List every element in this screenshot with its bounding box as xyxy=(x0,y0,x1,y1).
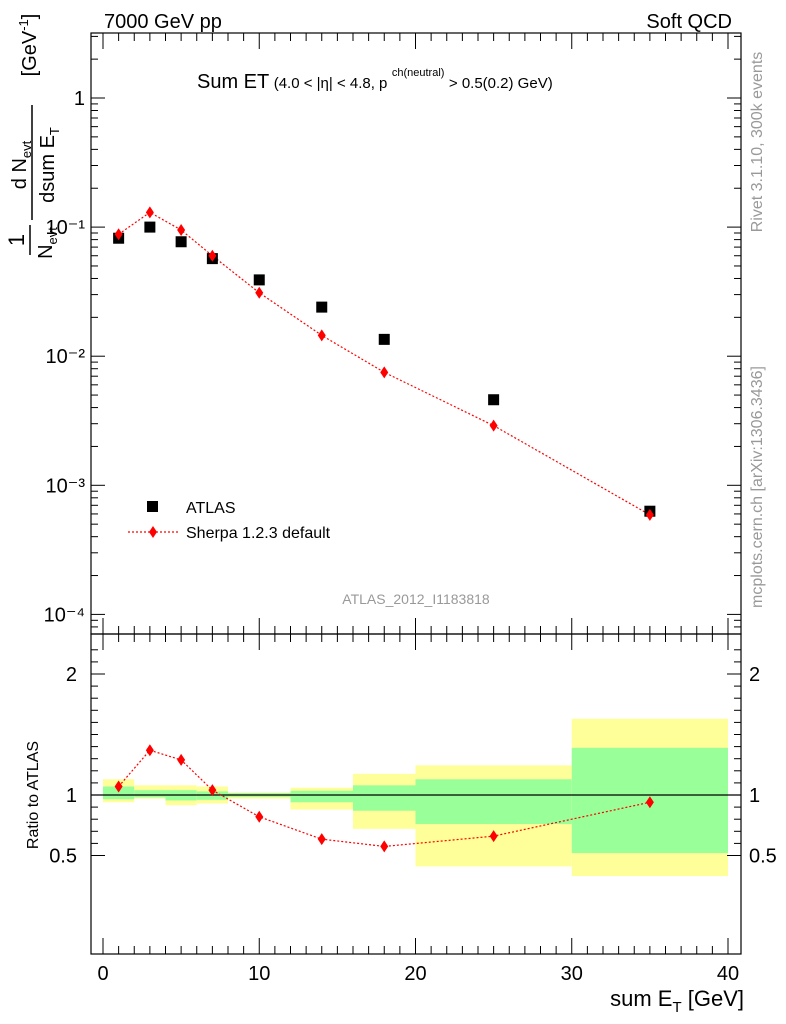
svg-text:1: 1 xyxy=(4,234,29,246)
band-inner xyxy=(103,786,135,800)
legend: ATLAS Sherpa 1.2.3 default xyxy=(128,500,331,542)
svg-text:dsum ET: dsum ET xyxy=(37,127,62,203)
svg-text:d Nevt: d Nevt xyxy=(9,140,34,189)
main-y-tick-label: 10⁻⁴ xyxy=(44,604,85,626)
ratio-y-tick-label: 0.5 xyxy=(749,846,777,868)
main-y-tick-label: 10⁻¹ xyxy=(46,217,86,239)
ratio-y-tick-label: 2 xyxy=(66,664,77,686)
x-tick-label: 10 xyxy=(248,963,270,985)
ratio-y-tick-label: 2 xyxy=(749,664,760,686)
ratio-sherpa-point xyxy=(145,744,154,757)
atlas-point xyxy=(488,394,500,406)
ratio-sherpa-point xyxy=(380,840,389,853)
sherpa-point xyxy=(489,419,498,432)
plot-title-cond-a: (4.0 < |η| < 4.8, p xyxy=(274,75,388,92)
main-y-tick-label: 10⁻² xyxy=(46,346,86,368)
header-right: Soft QCD xyxy=(646,11,732,33)
band-inner xyxy=(353,785,416,811)
band-inner xyxy=(134,790,166,798)
x-axis-label: sum ET [GeV] xyxy=(610,986,744,1016)
ratio-y-tick-label: 1 xyxy=(749,785,760,807)
analysis-id: ATLAS_2012_I1183818 xyxy=(342,591,490,607)
sherpa-point xyxy=(255,286,264,299)
atlas-point xyxy=(378,333,390,345)
main-frame xyxy=(90,32,742,635)
sherpa-point xyxy=(145,206,154,219)
x-tick-label: 40 xyxy=(717,963,739,985)
legend-sherpa-label: Sherpa 1.2.3 default xyxy=(186,525,331,542)
ratio-sherpa-line xyxy=(118,749,651,848)
ratio-sherpa-point xyxy=(208,784,217,797)
x-tick-label: 30 xyxy=(561,963,583,985)
ratio-sherpa-point xyxy=(489,830,498,843)
rivet-label: Rivet 3.1.10, 300k events xyxy=(749,52,766,233)
ratio-y-tick-label: 0.5 xyxy=(49,846,77,868)
plot-title-cond-sup: ch(neutral) xyxy=(392,67,445,79)
sherpa-point xyxy=(177,223,186,236)
legend-atlas-marker xyxy=(147,501,158,512)
x-tick-label: 0 xyxy=(97,963,108,985)
sherpa-point xyxy=(114,228,123,241)
sherpa-line xyxy=(118,211,651,516)
x-tick-label: 20 xyxy=(404,963,426,985)
ratio-sherpa-point xyxy=(645,796,654,809)
legend-atlas-label: ATLAS xyxy=(186,500,236,517)
band-inner xyxy=(415,779,572,825)
legend-sherpa-marker xyxy=(149,526,157,538)
main-y-tick-label: 1 xyxy=(74,88,85,110)
ratio-sherpa-point xyxy=(255,810,264,823)
chart-marks: 10⁻⁴10⁻³10⁻²10⁻¹10 10 20 30 400.5 0.51 12 2 xyxy=(44,32,777,985)
ratio-bands xyxy=(103,718,728,877)
svg-text:[GeV-1]: [GeV-1] xyxy=(16,14,41,77)
header-left: 7000 GeV pp xyxy=(104,11,222,33)
ratio-y-axis-label: Ratio to ATLAS xyxy=(25,741,42,849)
ratio-sherpa-point xyxy=(177,753,186,766)
sherpa-point xyxy=(317,329,326,342)
atlas-point xyxy=(175,236,187,248)
mcplots-label: mcplots.cern.ch [arXiv:1306.3436] xyxy=(749,366,766,608)
plot-title-main: Sum ET xyxy=(197,71,269,93)
band-inner xyxy=(290,790,353,803)
ratio-sherpa-point xyxy=(114,780,123,793)
ratio-sherpa-point xyxy=(317,833,326,846)
sherpa-point xyxy=(208,249,217,262)
atlas-point xyxy=(316,301,328,313)
plot-title-cond-b: > 0.5(0.2) GeV) xyxy=(449,75,553,92)
atlas-point xyxy=(144,221,156,233)
main-y-axis-label: 1 Nevt d Nevt dsum ET [GeV-1] xyxy=(4,14,62,259)
main-y-tick-label: 10⁻³ xyxy=(46,475,86,497)
sherpa-point xyxy=(645,508,654,521)
sherpa-point xyxy=(380,366,389,379)
ratio-y-tick-label: 1 xyxy=(66,785,77,807)
atlas-point xyxy=(253,274,265,286)
plot-title: Sum ET (4.0 < |η| < 4.8, p ch(neutral) >… xyxy=(197,63,553,93)
